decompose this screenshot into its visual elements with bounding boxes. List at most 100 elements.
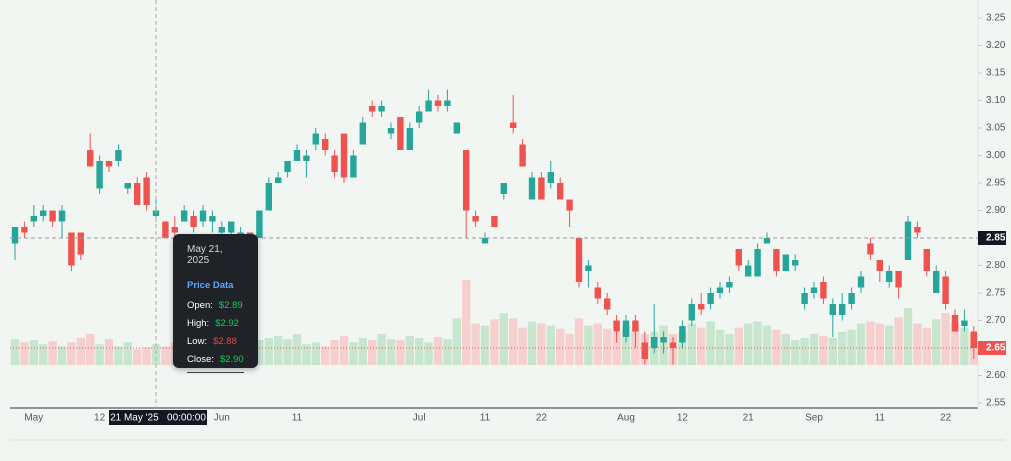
volume-bar xyxy=(123,342,132,365)
volume-bar xyxy=(885,325,894,365)
volume-bar xyxy=(10,339,20,365)
volume-bar xyxy=(386,339,396,365)
volume-bar xyxy=(104,339,114,365)
volume-bar xyxy=(443,339,452,365)
candle-body xyxy=(538,177,545,200)
volume-bar xyxy=(95,344,104,365)
volume-bar xyxy=(499,313,508,365)
candle-body xyxy=(105,161,113,167)
x-tick-label: 22 xyxy=(536,413,548,424)
candle-body xyxy=(820,282,827,299)
volume-bar xyxy=(687,323,696,365)
candle-body xyxy=(77,232,84,255)
candle-body xyxy=(30,216,37,222)
volume-bar xyxy=(621,325,631,365)
candle-body xyxy=(49,210,56,222)
candle-body xyxy=(444,100,451,106)
volume-bar xyxy=(339,335,349,365)
tooltip-separator xyxy=(187,372,244,373)
volume-bar xyxy=(772,329,781,365)
volume-bar xyxy=(903,307,913,365)
volume-bar xyxy=(86,333,95,365)
tooltip-label: High: xyxy=(187,318,210,329)
volume-bar xyxy=(433,337,443,365)
volume-bar xyxy=(76,338,85,365)
tooltip-value: $2.88 xyxy=(213,336,237,347)
tooltip-value: $2.92 xyxy=(215,318,239,329)
tooltip-heading: Price Data xyxy=(187,280,234,291)
volume-bar xyxy=(546,325,555,365)
tooltip-row: High: $2.92 xyxy=(187,318,244,329)
y-tick-label: 3.20 xyxy=(986,40,1006,51)
candle-body xyxy=(904,221,912,260)
last-price-box xyxy=(978,341,1006,355)
candle-body xyxy=(942,276,949,304)
candle-body xyxy=(481,238,489,244)
candle-body xyxy=(425,100,432,112)
candle-body xyxy=(594,287,601,299)
candle-body xyxy=(199,210,207,222)
volume-bar xyxy=(866,321,875,365)
x-tick-label: Aug xyxy=(617,413,635,424)
candle-body xyxy=(951,315,959,332)
candle-body xyxy=(275,177,282,183)
x-tick-label: May xyxy=(24,413,43,424)
volume-bar xyxy=(574,318,584,365)
volume-bar xyxy=(255,340,264,365)
volume-bar xyxy=(161,346,170,365)
volume-bar xyxy=(292,333,302,365)
candle-body xyxy=(566,199,573,211)
volume-bar xyxy=(941,313,950,365)
candle-body xyxy=(190,216,197,227)
y-tick-label: 2.90 xyxy=(986,205,1006,216)
volume-bar xyxy=(490,319,499,365)
candle-body xyxy=(641,342,648,359)
candle-body xyxy=(256,210,263,238)
candle-body xyxy=(463,150,470,211)
y-tick-label: 3.10 xyxy=(986,95,1006,106)
tooltip-row: Close: $2.90 xyxy=(187,354,244,365)
candle-body xyxy=(472,216,479,222)
candle-body xyxy=(11,227,19,244)
candle-body xyxy=(397,117,404,150)
volume-bar xyxy=(349,342,358,365)
candle-body xyxy=(745,265,752,277)
candle-body xyxy=(181,210,188,222)
tooltip: May 21, 2025 Price Data Open: $2.89 High:… xyxy=(173,234,258,373)
candle-body xyxy=(585,265,592,271)
candle-body xyxy=(228,221,235,233)
candle-body xyxy=(58,210,66,222)
tooltip-label: Open: xyxy=(187,300,213,311)
x-tick-label: Sep xyxy=(805,413,823,424)
x-tick-label: 11 xyxy=(875,413,886,424)
volume-bar xyxy=(715,329,725,365)
candle-body xyxy=(914,227,921,233)
x-tick-label: 21 xyxy=(743,413,755,424)
volume-bar xyxy=(151,344,161,365)
candle-body xyxy=(773,249,780,271)
volume-bar xyxy=(302,344,311,365)
candle-body xyxy=(622,320,630,337)
volume-bar xyxy=(856,323,866,365)
volume-bar xyxy=(603,328,612,365)
volume-bar xyxy=(819,335,828,365)
candle-body xyxy=(792,260,799,266)
volume-bar xyxy=(415,338,424,365)
candle-body xyxy=(613,320,620,332)
candle-body xyxy=(510,122,517,128)
candle-body xyxy=(406,128,413,150)
tooltip-row: Open: $2.89 xyxy=(187,300,244,311)
candle-body xyxy=(651,337,658,348)
volume-bar xyxy=(809,333,819,365)
candle-body xyxy=(359,122,366,145)
volume-bar xyxy=(39,344,48,365)
volume-bar xyxy=(283,339,292,365)
candle-body xyxy=(782,254,789,271)
candle-body xyxy=(698,304,705,310)
candle-body xyxy=(87,150,94,167)
candle-body xyxy=(491,216,498,227)
volume-bar xyxy=(565,333,574,365)
candle-body xyxy=(716,287,724,293)
candle-body xyxy=(754,249,761,277)
